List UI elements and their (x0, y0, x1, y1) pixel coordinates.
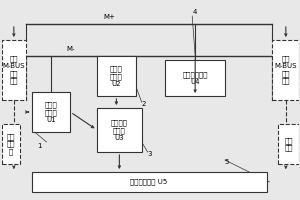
Text: 综合处理模块 U5: 综合处理模块 U5 (130, 179, 168, 185)
Text: 3: 3 (148, 151, 152, 157)
Text: 5: 5 (225, 159, 229, 165)
Bar (165, 60, 225, 96)
Bar (278, 124, 299, 164)
Bar (97, 108, 142, 152)
Text: 待测
M-BUS
从机
设备: 待测 M-BUS 从机 设备 (274, 56, 297, 84)
Bar (32, 172, 266, 192)
Text: 电压差
分取样
U1: 电压差 分取样 U1 (45, 101, 57, 123)
Text: 1: 1 (38, 143, 42, 149)
Bar (97, 56, 136, 96)
Bar (32, 92, 70, 132)
Text: 从机
文件: 从机 文件 (285, 137, 293, 151)
Text: M+: M+ (103, 14, 115, 20)
Text: 主机
报文
发: 主机 报文 发 (7, 133, 15, 155)
Text: 待测
M-BUS
主机
设备: 待测 M-BUS 主机 设备 (3, 56, 25, 84)
Bar (272, 40, 299, 100)
Bar (2, 40, 26, 100)
Text: 2: 2 (142, 101, 146, 107)
Text: M-: M- (66, 46, 75, 52)
Bar (2, 124, 20, 164)
Text: 双通道高
速采样
U3: 双通道高 速采样 U3 (111, 119, 128, 141)
Text: 电流差
分取样
U2: 电流差 分取样 U2 (110, 65, 123, 87)
Text: 4: 4 (192, 9, 197, 15)
Text: 可调恒流模块
U4: 可调恒流模块 U4 (182, 71, 208, 85)
